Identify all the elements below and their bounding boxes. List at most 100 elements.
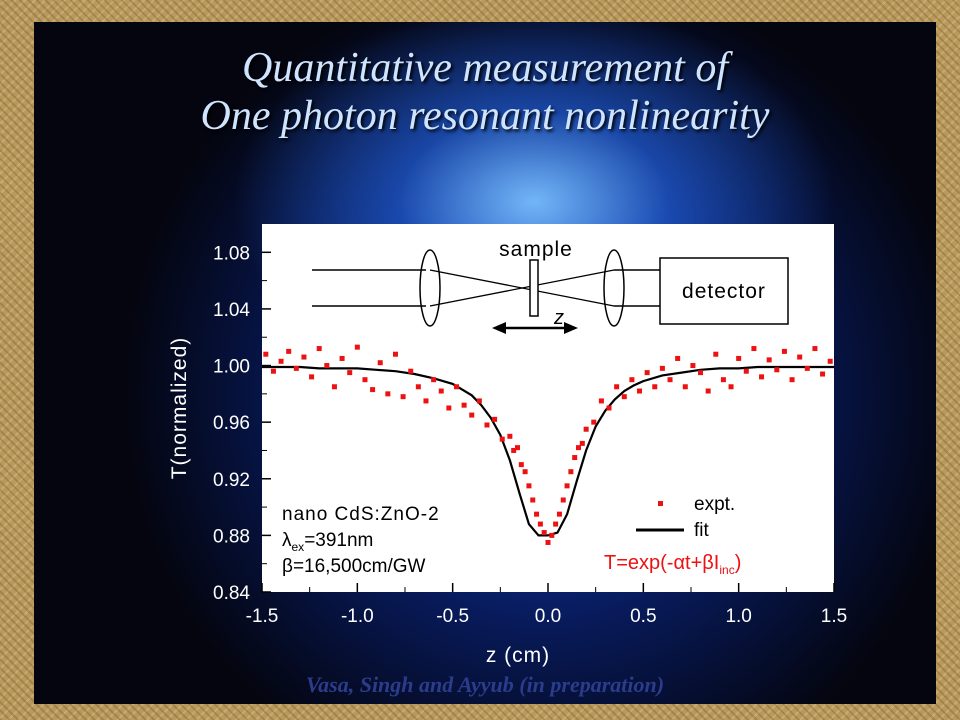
- expt-point: [728, 384, 734, 390]
- expt-point: [415, 384, 421, 390]
- expt-point: [499, 436, 505, 442]
- y-tick-label: 1.04: [213, 300, 250, 321]
- expt-point: [812, 346, 818, 352]
- fit-formula: T=exp(-αt+βIinc): [604, 552, 741, 577]
- expt-point: [522, 469, 528, 475]
- sample-annotation: nano CdS:ZnO-2 λex=391nm β=16,500cm/GW: [282, 504, 439, 577]
- expt-point: [690, 363, 696, 369]
- expt-point: [354, 344, 360, 350]
- expt-point: [377, 360, 383, 366]
- expt-point: [511, 447, 517, 453]
- expt-points-layer: [263, 344, 833, 545]
- slide-background: Quantitative measurement of One photon r…: [34, 22, 936, 704]
- expt-point: [568, 469, 574, 475]
- fit-curve-layer: [262, 365, 834, 537]
- tick-labels: -1.5 -1.0 -0.5 0.0 0.5 1.0 1.5 0.84 0.88 0.92 0.96…: [213, 243, 847, 627]
- expt-point: [614, 384, 620, 390]
- expt-point: [453, 384, 459, 390]
- expt-point: [400, 394, 406, 400]
- expt-point: [293, 365, 299, 371]
- expt-point: [560, 497, 566, 503]
- expt-point: [469, 412, 475, 418]
- annotation-beta: β=16,500cm/GW: [282, 556, 426, 577]
- expt-point: [278, 358, 284, 364]
- expt-point: [518, 462, 524, 468]
- expt-point: [541, 530, 547, 536]
- expt-point: [637, 388, 643, 394]
- sample-label: sample: [499, 238, 573, 261]
- x-tick-label: 0.0: [535, 606, 561, 627]
- z-label: z: [553, 307, 564, 329]
- sample-slab: [529, 259, 539, 317]
- expt-point: [698, 370, 704, 376]
- credit-line: Vasa, Singh and Ayyub (in preparation): [305, 672, 665, 697]
- y-tick-label: 0.96: [213, 413, 250, 434]
- y-tick-label: 0.88: [213, 526, 250, 547]
- legend-expt-label: expt.: [694, 494, 735, 515]
- expt-point: [331, 384, 337, 390]
- z-arrow-head-right: [564, 322, 578, 334]
- expt-point: [606, 405, 612, 411]
- x-axis-label: z (cm): [486, 644, 550, 667]
- expt-point: [667, 377, 673, 383]
- expt-point: [392, 351, 398, 357]
- expt-point: [309, 374, 315, 380]
- expt-point: [659, 365, 665, 371]
- beam-cross-b: [429, 269, 615, 307]
- expt-point: [545, 539, 551, 545]
- expt-point: [446, 405, 452, 411]
- expt-point: [347, 370, 353, 376]
- y-axis-label: T(normalized): [168, 337, 191, 480]
- expt-point: [579, 440, 585, 446]
- expt-point: [484, 422, 490, 428]
- x-tick-label: 1.0: [725, 606, 751, 627]
- expt-point: [820, 371, 826, 377]
- expt-point: [423, 398, 429, 404]
- axis-ticks: [261, 251, 835, 593]
- lambda-subscript: ex: [292, 540, 305, 554]
- expt-point: [553, 521, 559, 527]
- expt-point: [556, 511, 562, 517]
- expt-point: [629, 377, 635, 383]
- expt-point: [827, 358, 833, 364]
- expt-point: [270, 368, 276, 374]
- wavelength-value: =391nm: [304, 530, 373, 551]
- x-tick-label: -0.5: [436, 606, 469, 627]
- beta-symbol: β: [282, 556, 293, 577]
- detector-box: [659, 257, 789, 325]
- expt-point: [644, 370, 650, 376]
- expt-point: [713, 351, 719, 357]
- lambda-symbol: λ: [282, 530, 292, 551]
- y-tick-label: 1.00: [213, 357, 250, 378]
- y-tick-label: 1.08: [213, 243, 250, 264]
- x-tick-label: 0.5: [630, 606, 656, 627]
- expt-point: [797, 354, 803, 360]
- expt-point: [438, 388, 444, 394]
- expt-point: [476, 398, 482, 404]
- expt-point: [705, 388, 711, 394]
- x-tick-label: -1.5: [246, 606, 279, 627]
- expt-point: [751, 346, 757, 352]
- expt-point: [339, 355, 345, 361]
- formula-subscript: inc: [719, 563, 734, 577]
- beta-value: =16,500cm/GW: [293, 556, 426, 577]
- lens-left: [419, 249, 441, 327]
- legend: expt. fit T=exp(-αt+βIinc): [604, 494, 741, 577]
- formula-mid: t+: [685, 552, 702, 574]
- expt-point: [370, 387, 376, 393]
- expt-point: [507, 433, 513, 439]
- expt-point: [362, 377, 368, 383]
- expt-point: [526, 483, 532, 489]
- expt-point: [781, 348, 787, 354]
- expt-point: [286, 348, 292, 354]
- x-tick-label: 1.5: [821, 606, 847, 627]
- expt-point: [492, 416, 498, 422]
- y-tick-label: 0.84: [213, 583, 250, 604]
- formula-intensity: I: [714, 552, 720, 574]
- expt-point: [572, 455, 578, 461]
- formula-beta: β: [702, 552, 714, 574]
- expt-point: [549, 532, 555, 538]
- expt-point: [537, 521, 543, 527]
- expt-point: [564, 483, 570, 489]
- formula-alpha: α: [673, 552, 685, 574]
